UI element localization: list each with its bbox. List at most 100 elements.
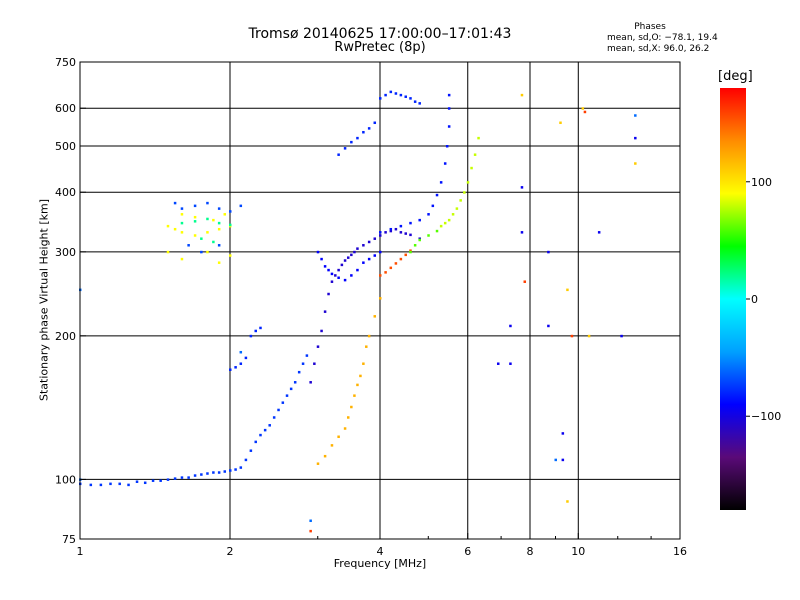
chart-title: Tromsø 20140625 17:00:00–17:01:43 <box>248 26 512 42</box>
x-tick-label: 4 <box>377 545 384 558</box>
data-point <box>173 227 177 231</box>
data-point <box>566 288 569 292</box>
data-point <box>281 401 285 404</box>
colorbar <box>720 88 746 510</box>
data-point <box>509 324 512 328</box>
data-point <box>285 394 289 397</box>
data-point <box>343 147 347 150</box>
data-point <box>346 256 350 259</box>
data-point <box>379 274 382 277</box>
data-point <box>143 481 147 485</box>
data-point <box>547 250 550 254</box>
y-axis: 75 100 200 300 400 500 600 750 <box>55 56 86 546</box>
data-point <box>217 207 221 210</box>
data-point <box>431 204 435 208</box>
data-point <box>340 263 344 267</box>
data-point <box>404 95 407 98</box>
data-point <box>259 326 262 330</box>
data-point <box>239 204 243 208</box>
y-axis-label: Stationary phase Virtual Height [km] <box>37 198 51 402</box>
data-point <box>561 432 565 435</box>
data-point <box>356 383 359 387</box>
data-point <box>206 201 209 205</box>
data-point <box>583 110 587 114</box>
data-point <box>309 529 312 533</box>
x-tick-label: 1 <box>77 545 84 558</box>
data-point <box>229 254 232 257</box>
x-tick-label: 6 <box>464 545 471 558</box>
x-axis-label: Frequency [MHz] <box>333 557 427 570</box>
data-point <box>206 472 209 475</box>
data-point <box>320 329 323 333</box>
data-point <box>394 227 398 231</box>
data-point <box>254 329 257 333</box>
data-point <box>118 482 121 486</box>
data-point <box>445 144 449 148</box>
data-point <box>151 479 155 482</box>
data-point <box>509 362 512 365</box>
data-point <box>200 473 203 476</box>
data-point <box>173 477 177 480</box>
data-point <box>367 240 371 244</box>
data-point <box>217 244 221 247</box>
data-point <box>455 207 459 210</box>
data-point <box>389 90 393 94</box>
data-point <box>404 232 407 235</box>
data-point <box>373 315 377 318</box>
y-tick-label: 500 <box>55 140 76 153</box>
data-point <box>427 213 430 216</box>
data-point <box>447 125 451 128</box>
data-point <box>384 231 387 234</box>
y-tick-label: 100 <box>55 473 76 486</box>
data-point <box>389 266 393 270</box>
data-point <box>259 433 262 437</box>
data-point <box>166 478 170 481</box>
data-point <box>323 454 327 458</box>
data-point <box>268 424 271 427</box>
data-point <box>254 440 257 444</box>
x-tick-label: 8 <box>527 545 534 558</box>
data-point <box>316 345 320 348</box>
data-point <box>373 237 377 240</box>
data-point <box>389 227 393 231</box>
data-point <box>362 244 365 247</box>
data-point <box>413 244 417 247</box>
phase-stats-label: Phases <box>634 22 666 32</box>
data-point <box>337 153 340 156</box>
colorbar-tick-label: 0 <box>751 293 758 306</box>
data-point <box>356 136 359 140</box>
data-point <box>409 250 412 254</box>
data-point <box>193 204 197 208</box>
data-point <box>581 107 585 110</box>
data-point <box>362 130 365 134</box>
x-axis: 1 2 4 6 8 10 16 <box>77 533 687 558</box>
data-point <box>359 374 362 378</box>
data-point <box>223 213 227 216</box>
data-point <box>244 356 248 360</box>
data-point <box>520 231 524 234</box>
data-point <box>263 428 267 432</box>
data-point <box>343 427 347 430</box>
data-point <box>330 280 334 283</box>
data-point <box>466 181 470 184</box>
data-point <box>367 334 371 338</box>
data-point <box>399 257 403 261</box>
data-point <box>249 334 253 338</box>
data-point <box>337 268 340 272</box>
data-point <box>323 310 327 313</box>
y-tick-label: 400 <box>55 186 76 199</box>
data-point <box>447 107 451 110</box>
data-point <box>435 193 439 197</box>
data-point <box>362 261 365 264</box>
y-tick-label: 200 <box>55 330 76 343</box>
data-point <box>249 449 253 452</box>
data-point <box>316 250 320 254</box>
data-point <box>394 92 398 95</box>
data-point <box>109 482 112 486</box>
data-point <box>587 334 591 338</box>
data-point <box>200 237 203 240</box>
data-point <box>350 253 353 257</box>
data-point <box>346 416 350 419</box>
phase-stats-o-mode: mean, sd,O: −78.1, 19.4 <box>607 33 718 43</box>
